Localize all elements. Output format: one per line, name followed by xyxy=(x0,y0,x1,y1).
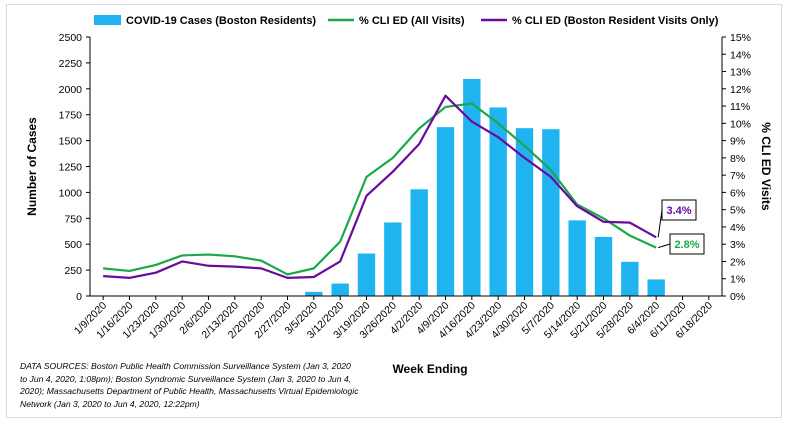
bar-4/23/2020 xyxy=(489,107,507,296)
y2-tick-label: 6% xyxy=(730,187,745,199)
bar-4/9/2020 xyxy=(436,127,455,296)
y2-axis-title: % CLI ED Visits xyxy=(759,122,773,211)
axes: 0 250 500 750 1000 1250 1500 1750 2000 2250 2500 0%… xyxy=(25,32,773,376)
y2-tick-label: 3% xyxy=(730,239,745,251)
bar-5/7/2020 xyxy=(542,129,560,296)
y-tick-label: 1250 xyxy=(59,162,83,174)
bar-3/26/2020 xyxy=(384,222,402,296)
bar-4/2/2020 xyxy=(410,189,428,296)
bar-4/16/2020 xyxy=(463,78,481,296)
y-tick-label: 1000 xyxy=(59,187,83,199)
y-tick-label: 250 xyxy=(64,265,82,277)
y-axis-title: Number of Cases xyxy=(25,117,39,216)
bar-5/14/2020 xyxy=(568,220,586,296)
chart-frame xyxy=(6,4,782,418)
y2-tick-label: 11% xyxy=(730,101,750,113)
bar-3/5/2020 xyxy=(305,291,323,296)
y2-tick-label: 8% xyxy=(730,153,745,165)
callout-box xyxy=(661,199,697,221)
bar-5/21/2020 xyxy=(594,236,613,296)
y2-tick-label: 10% xyxy=(730,118,751,130)
y-tick-label: 500 xyxy=(64,239,82,251)
y2-tick-label: 0% xyxy=(730,291,745,303)
legend-label-all-visits: % CLI ED (All Visits) xyxy=(359,15,465,27)
bar-series xyxy=(305,78,665,296)
y-tick-label: 2500 xyxy=(59,32,83,44)
y-tick-label: 2250 xyxy=(59,58,83,70)
bar-3/19/2020 xyxy=(357,253,376,296)
y2-tick-label: 7% xyxy=(730,170,745,182)
y2-tick-label: 12% xyxy=(730,84,751,96)
y2-tick-label: 1% xyxy=(730,274,745,286)
y2-tick-label: 5% xyxy=(730,205,745,217)
line-cli-ed-all-visits xyxy=(103,102,657,276)
y-tick-label: 0 xyxy=(76,291,82,303)
legend-swatch-cases xyxy=(94,15,121,25)
y-tick-label: 2000 xyxy=(59,84,83,96)
bar-3/12/2020 xyxy=(331,283,349,296)
bar-6/4/2020 xyxy=(647,279,665,296)
line-series xyxy=(103,94,657,279)
bar-5/28/2020 xyxy=(621,261,639,296)
legend-label-cases: COVID-19 Cases (Boston Residents) xyxy=(126,15,316,27)
bar-4/30/2020 xyxy=(515,128,534,296)
y2-tick-label: 15% xyxy=(730,32,751,44)
y-tick-label: 1750 xyxy=(59,110,83,122)
legend: COVID-19 Cases (Boston Residents) % CLI E… xyxy=(94,15,719,27)
line-cli-ed-boston-resident-visits xyxy=(103,94,657,279)
callout-box xyxy=(669,233,705,255)
y2-tick-label: 9% xyxy=(730,136,745,148)
y-tick-label: 1500 xyxy=(59,136,83,148)
x-axis-title: Week Ending xyxy=(392,362,467,376)
y-tick-label: 750 xyxy=(64,213,82,225)
y2-tick-label: 4% xyxy=(730,222,745,234)
callout-leader xyxy=(658,243,671,249)
callout-leader xyxy=(657,209,663,238)
y2-tick-label: 2% xyxy=(730,256,745,268)
y2-tick-label: 13% xyxy=(730,67,751,79)
callout-label: 2.8% xyxy=(674,239,699,251)
legend-label-boston-visits: % CLI ED (Boston Resident Visits Only) xyxy=(512,15,719,27)
y2-tick-label: 14% xyxy=(730,49,751,61)
data-sources-note: DATA SOURCES: Boston Public Health Commi… xyxy=(20,361,359,409)
callout-label: 3.4% xyxy=(666,205,691,217)
annotations: 3.4% 2.8% xyxy=(657,199,705,255)
